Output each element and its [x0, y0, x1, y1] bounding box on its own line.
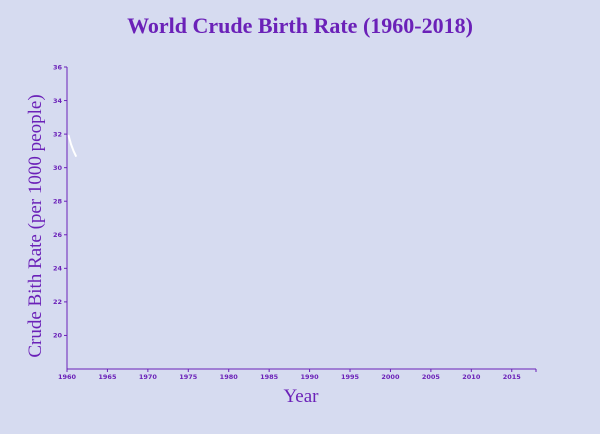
y-tick-label: 22 [53, 298, 62, 306]
x-axis-label: Year [283, 386, 319, 407]
y-tick-label: 32 [53, 130, 62, 138]
y-tick-label: 30 [53, 164, 63, 172]
y-tick-label: 34 [53, 97, 63, 105]
x-tick-label: 2005 [422, 373, 441, 381]
y-tick-label: 26 [53, 231, 63, 239]
x-tick-label: 2010 [462, 373, 481, 381]
y-tick-label: 20 [53, 332, 63, 340]
x-tick-label: 1990 [301, 373, 320, 381]
chart-title: World Crude Birth Rate (1960-2018) [127, 13, 473, 38]
x-tick-label: 1995 [341, 373, 360, 381]
y-tick-label: 24 [53, 265, 63, 273]
x-tick-label: 1960 [58, 373, 77, 381]
plot-area [67, 134, 77, 157]
x-tick-label: 1975 [179, 373, 198, 381]
y-tick-label: 36 [53, 63, 63, 71]
y-axis-label: Crude Bith Rate (per 1000 people) [25, 94, 46, 357]
x-tick-label: 2015 [503, 373, 522, 381]
x-tick-label: 1980 [220, 373, 239, 381]
x-axis: 1960 1965 1970 1975 1980 1985 1990 1995 2000 2005… [58, 368, 537, 381]
x-tick-label: 1965 [98, 373, 117, 381]
x-tick-label: 1970 [139, 373, 158, 381]
x-tick-label: 1985 [260, 373, 279, 381]
y-axis: 20 22 24 26 28 30 32 34 36 [53, 63, 68, 369]
x-tick-label: 2000 [381, 373, 400, 381]
series-line [67, 134, 77, 157]
y-tick-label: 28 [53, 198, 63, 206]
